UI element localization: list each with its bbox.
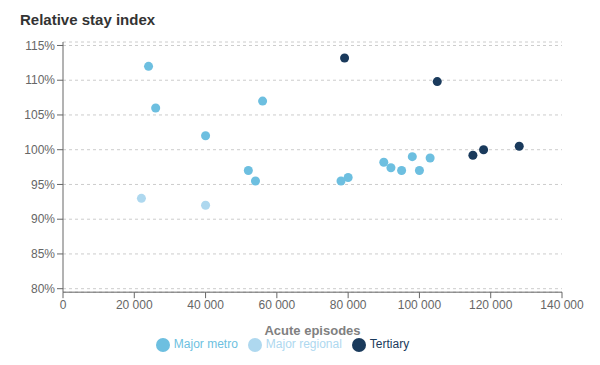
svg-text:80%: 80% bbox=[31, 282, 55, 296]
html-text:Relative stay index: Relative stay index bbox=[20, 11, 156, 28]
svg-text:100%: 100% bbox=[24, 143, 55, 157]
svg-text:0: 0 bbox=[60, 298, 67, 312]
svg-text:85%: 85% bbox=[31, 247, 55, 261]
svg-text:90%: 90% bbox=[31, 212, 55, 226]
svg-text:100 000: 100 000 bbox=[398, 298, 442, 312]
svg-text:40 000: 40 000 bbox=[187, 298, 224, 312]
html-text:Major metro: Major metro bbox=[173, 337, 238, 352]
svg-text:20 000: 20 000 bbox=[116, 298, 153, 312]
svg-text:120 000: 120 000 bbox=[469, 298, 513, 312]
svg-text:140 000: 140 000 bbox=[540, 298, 584, 312]
svg-text:Acute episodes: Acute episodes bbox=[264, 323, 360, 338]
html-text:Tertiary: Tertiary bbox=[369, 337, 410, 352]
svg-text:115%: 115% bbox=[25, 39, 55, 53]
svg-text:60 000: 60 000 bbox=[259, 298, 296, 312]
svg-text:110%: 110% bbox=[25, 73, 55, 87]
svg-text:80 000: 80 000 bbox=[330, 298, 367, 312]
html-text:Major regional: Major regional bbox=[265, 337, 342, 352]
svg-text:105%: 105% bbox=[24, 108, 55, 122]
svg-text:95%: 95% bbox=[31, 178, 55, 192]
